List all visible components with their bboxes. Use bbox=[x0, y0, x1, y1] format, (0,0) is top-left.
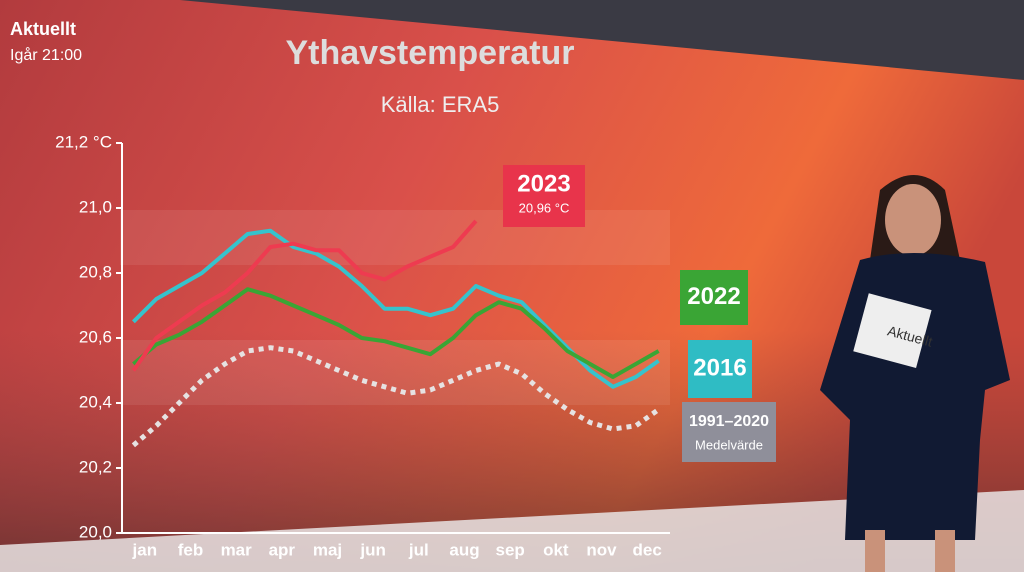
y-tick-label: 20,8 bbox=[79, 262, 112, 281]
x-tick-label: maj bbox=[313, 540, 342, 559]
x-tick-label: sep bbox=[496, 540, 525, 559]
broadcast-time: Igår 21:00 bbox=[10, 46, 82, 64]
x-tick-label: dec bbox=[633, 540, 662, 559]
legend-note: 20,96 °C bbox=[519, 200, 570, 215]
legend-label: 1991–2020 bbox=[689, 413, 769, 430]
x-tick-label: jun bbox=[359, 540, 386, 559]
x-tick-label: apr bbox=[269, 540, 296, 559]
legend-label: 2023 bbox=[517, 170, 570, 197]
series-line bbox=[132, 287, 660, 379]
series-line bbox=[131, 219, 478, 372]
legend-label: 2016 bbox=[693, 354, 746, 381]
chart-title: Ythavstemperatur bbox=[285, 34, 574, 72]
channel-name: Aktuellt bbox=[10, 19, 76, 39]
x-tick-label: okt bbox=[543, 540, 569, 559]
y-tick-label: 21,2 °C bbox=[55, 132, 112, 151]
y-tick-label: 20,0 bbox=[79, 522, 112, 541]
series-line bbox=[131, 345, 661, 448]
x-tick-label: aug bbox=[449, 540, 479, 559]
x-tick-label: mar bbox=[221, 540, 253, 559]
y-tick-label: 20,2 bbox=[79, 457, 112, 476]
y-tick-label: 20,6 bbox=[79, 327, 112, 346]
studio-ceiling bbox=[180, 0, 1024, 80]
legend-box bbox=[682, 402, 776, 462]
y-tick-label: 21,0 bbox=[79, 197, 112, 216]
legend-box bbox=[680, 270, 748, 325]
chart-subtitle: Källa: ERA5 bbox=[381, 92, 500, 117]
studio-floor bbox=[0, 490, 1024, 572]
x-tick-label: nov bbox=[586, 540, 617, 559]
legend-box bbox=[688, 340, 752, 398]
x-tick-label: jan bbox=[132, 540, 158, 559]
legend-label: 2022 bbox=[687, 283, 740, 310]
chart-band bbox=[120, 340, 670, 405]
x-tick-label: jul bbox=[408, 540, 429, 559]
x-tick-label: feb bbox=[178, 540, 204, 559]
legend-note: Medelvärde bbox=[695, 437, 763, 452]
presenter: Aktuellt bbox=[820, 175, 1010, 572]
chart-band bbox=[120, 210, 670, 265]
legend-box bbox=[503, 165, 585, 227]
y-tick-label: 20,4 bbox=[79, 392, 112, 411]
